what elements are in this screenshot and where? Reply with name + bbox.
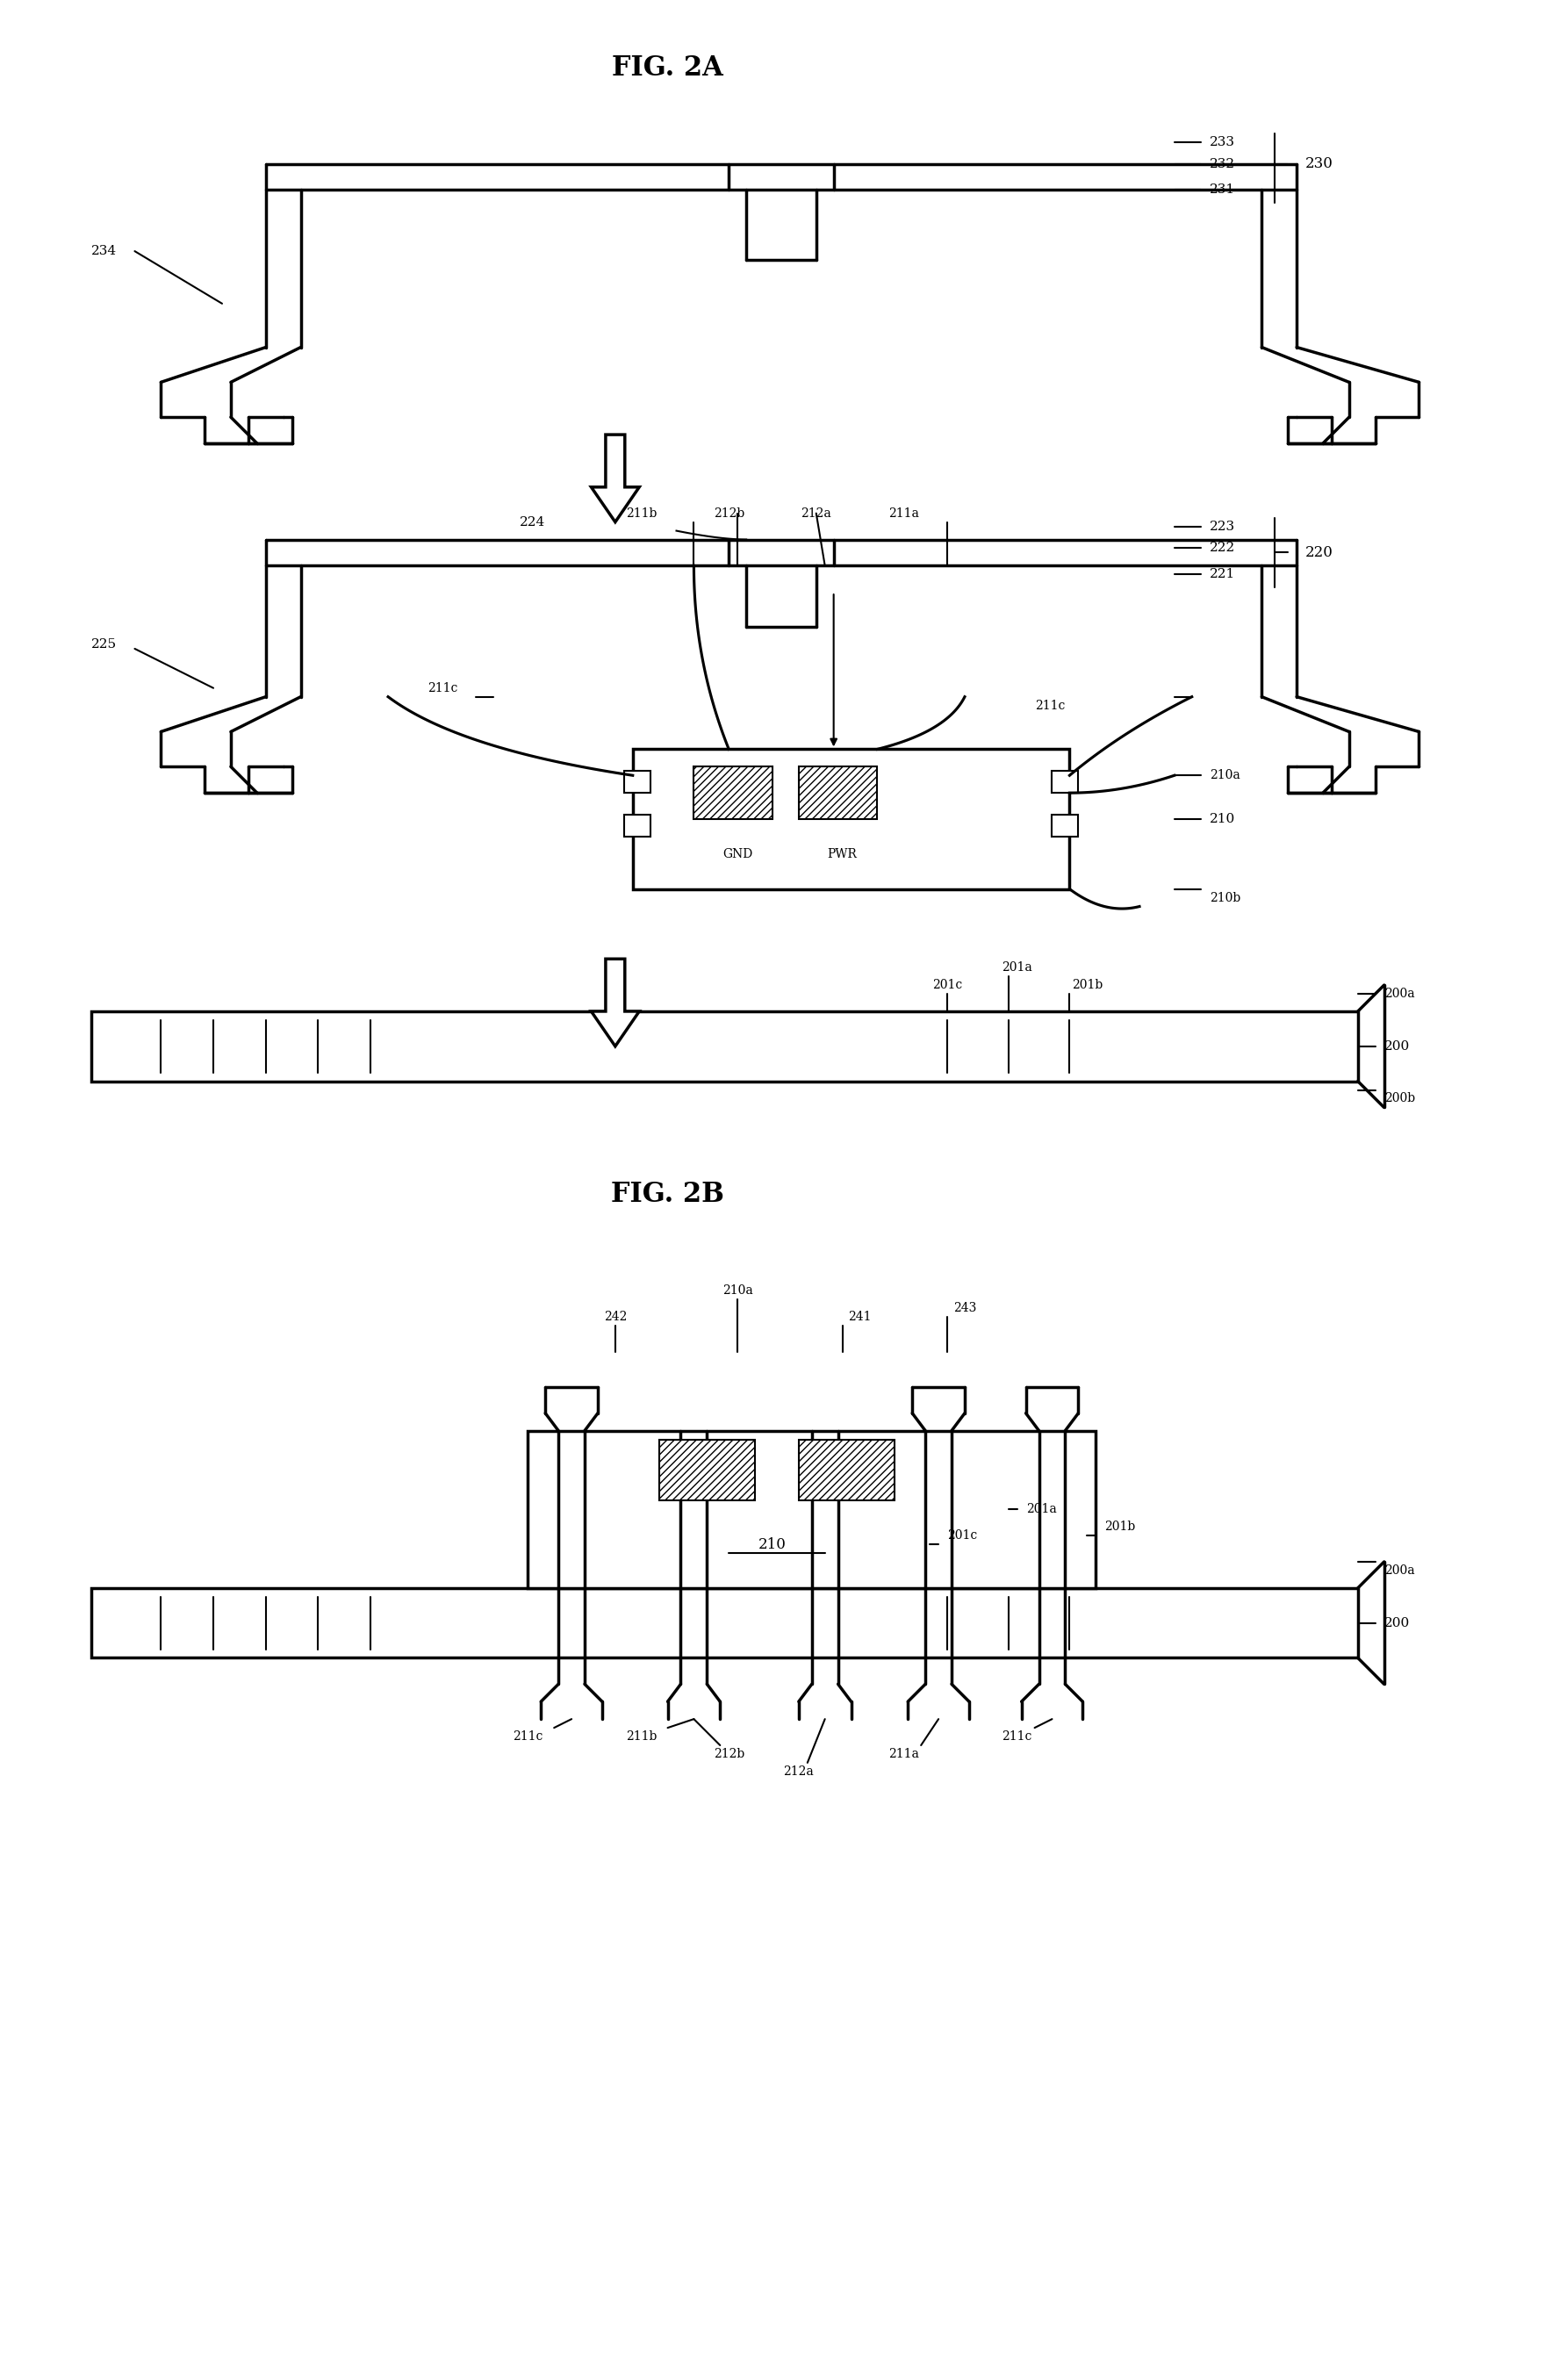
Text: 243: 243 (953, 1302, 976, 1314)
Polygon shape (592, 959, 640, 1047)
Text: 210: 210 (759, 1537, 786, 1552)
Bar (633, 750, 1069, 890)
Bar (799, 1440, 895, 1502)
Text: FIG. 2B: FIG. 2B (612, 1180, 725, 1209)
Text: 231: 231 (1210, 183, 1234, 195)
Text: 233: 233 (1210, 136, 1234, 148)
Text: 212a: 212a (800, 507, 831, 519)
Text: 221: 221 (1210, 569, 1234, 581)
Text: 201a: 201a (1026, 1504, 1057, 1516)
Text: 242: 242 (604, 1311, 627, 1323)
Text: 211b: 211b (626, 507, 657, 519)
Text: 223: 223 (1210, 521, 1234, 533)
Text: 230: 230 (1306, 157, 1333, 171)
Text: PWR: PWR (828, 847, 857, 859)
Text: GND: GND (723, 847, 752, 859)
Text: 211c: 211c (428, 683, 457, 695)
Bar (624, 771, 650, 793)
Bar (1052, 814, 1078, 835)
Text: 201c: 201c (932, 978, 963, 990)
Bar (658, 1440, 756, 1502)
Text: 200b: 200b (1384, 1092, 1415, 1104)
Text: 224: 224 (519, 516, 545, 528)
Text: 211a: 211a (888, 507, 919, 519)
Bar (528, 1430, 1095, 1587)
Text: 201c: 201c (947, 1530, 978, 1542)
Text: 210a: 210a (723, 1285, 752, 1297)
Text: 210b: 210b (1210, 892, 1241, 904)
Text: 222: 222 (1210, 543, 1234, 555)
Text: 201b: 201b (1105, 1521, 1136, 1533)
Text: 200: 200 (1384, 1040, 1409, 1052)
Text: 234: 234 (91, 245, 117, 257)
Bar (624, 814, 650, 835)
Bar (91, 1012, 1358, 1081)
Text: 211c: 211c (513, 1730, 542, 1742)
Bar (799, 766, 878, 819)
Polygon shape (592, 436, 640, 521)
Text: 200: 200 (1384, 1616, 1409, 1628)
Text: 211a: 211a (888, 1747, 919, 1761)
Text: 201a: 201a (1001, 962, 1032, 973)
Text: 225: 225 (91, 638, 117, 650)
Text: 200a: 200a (1384, 988, 1415, 1000)
Text: FIG. 2A: FIG. 2A (612, 55, 723, 81)
Text: 212b: 212b (714, 507, 745, 519)
Text: 210: 210 (1210, 814, 1234, 826)
Text: 201b: 201b (1072, 978, 1103, 990)
Text: 232: 232 (1210, 157, 1234, 169)
Bar (694, 766, 772, 819)
Text: 211c: 211c (1035, 700, 1065, 712)
Text: 212b: 212b (714, 1747, 745, 1761)
Bar (1052, 771, 1078, 793)
Text: 220: 220 (1306, 545, 1333, 559)
Text: 212a: 212a (783, 1766, 814, 1778)
Bar (91, 1587, 1358, 1659)
Text: 210a: 210a (1210, 769, 1239, 781)
Text: 200a: 200a (1384, 1564, 1415, 1576)
Text: 241: 241 (848, 1311, 871, 1323)
Text: 211c: 211c (1003, 1730, 1032, 1742)
Text: 211b: 211b (626, 1730, 657, 1742)
